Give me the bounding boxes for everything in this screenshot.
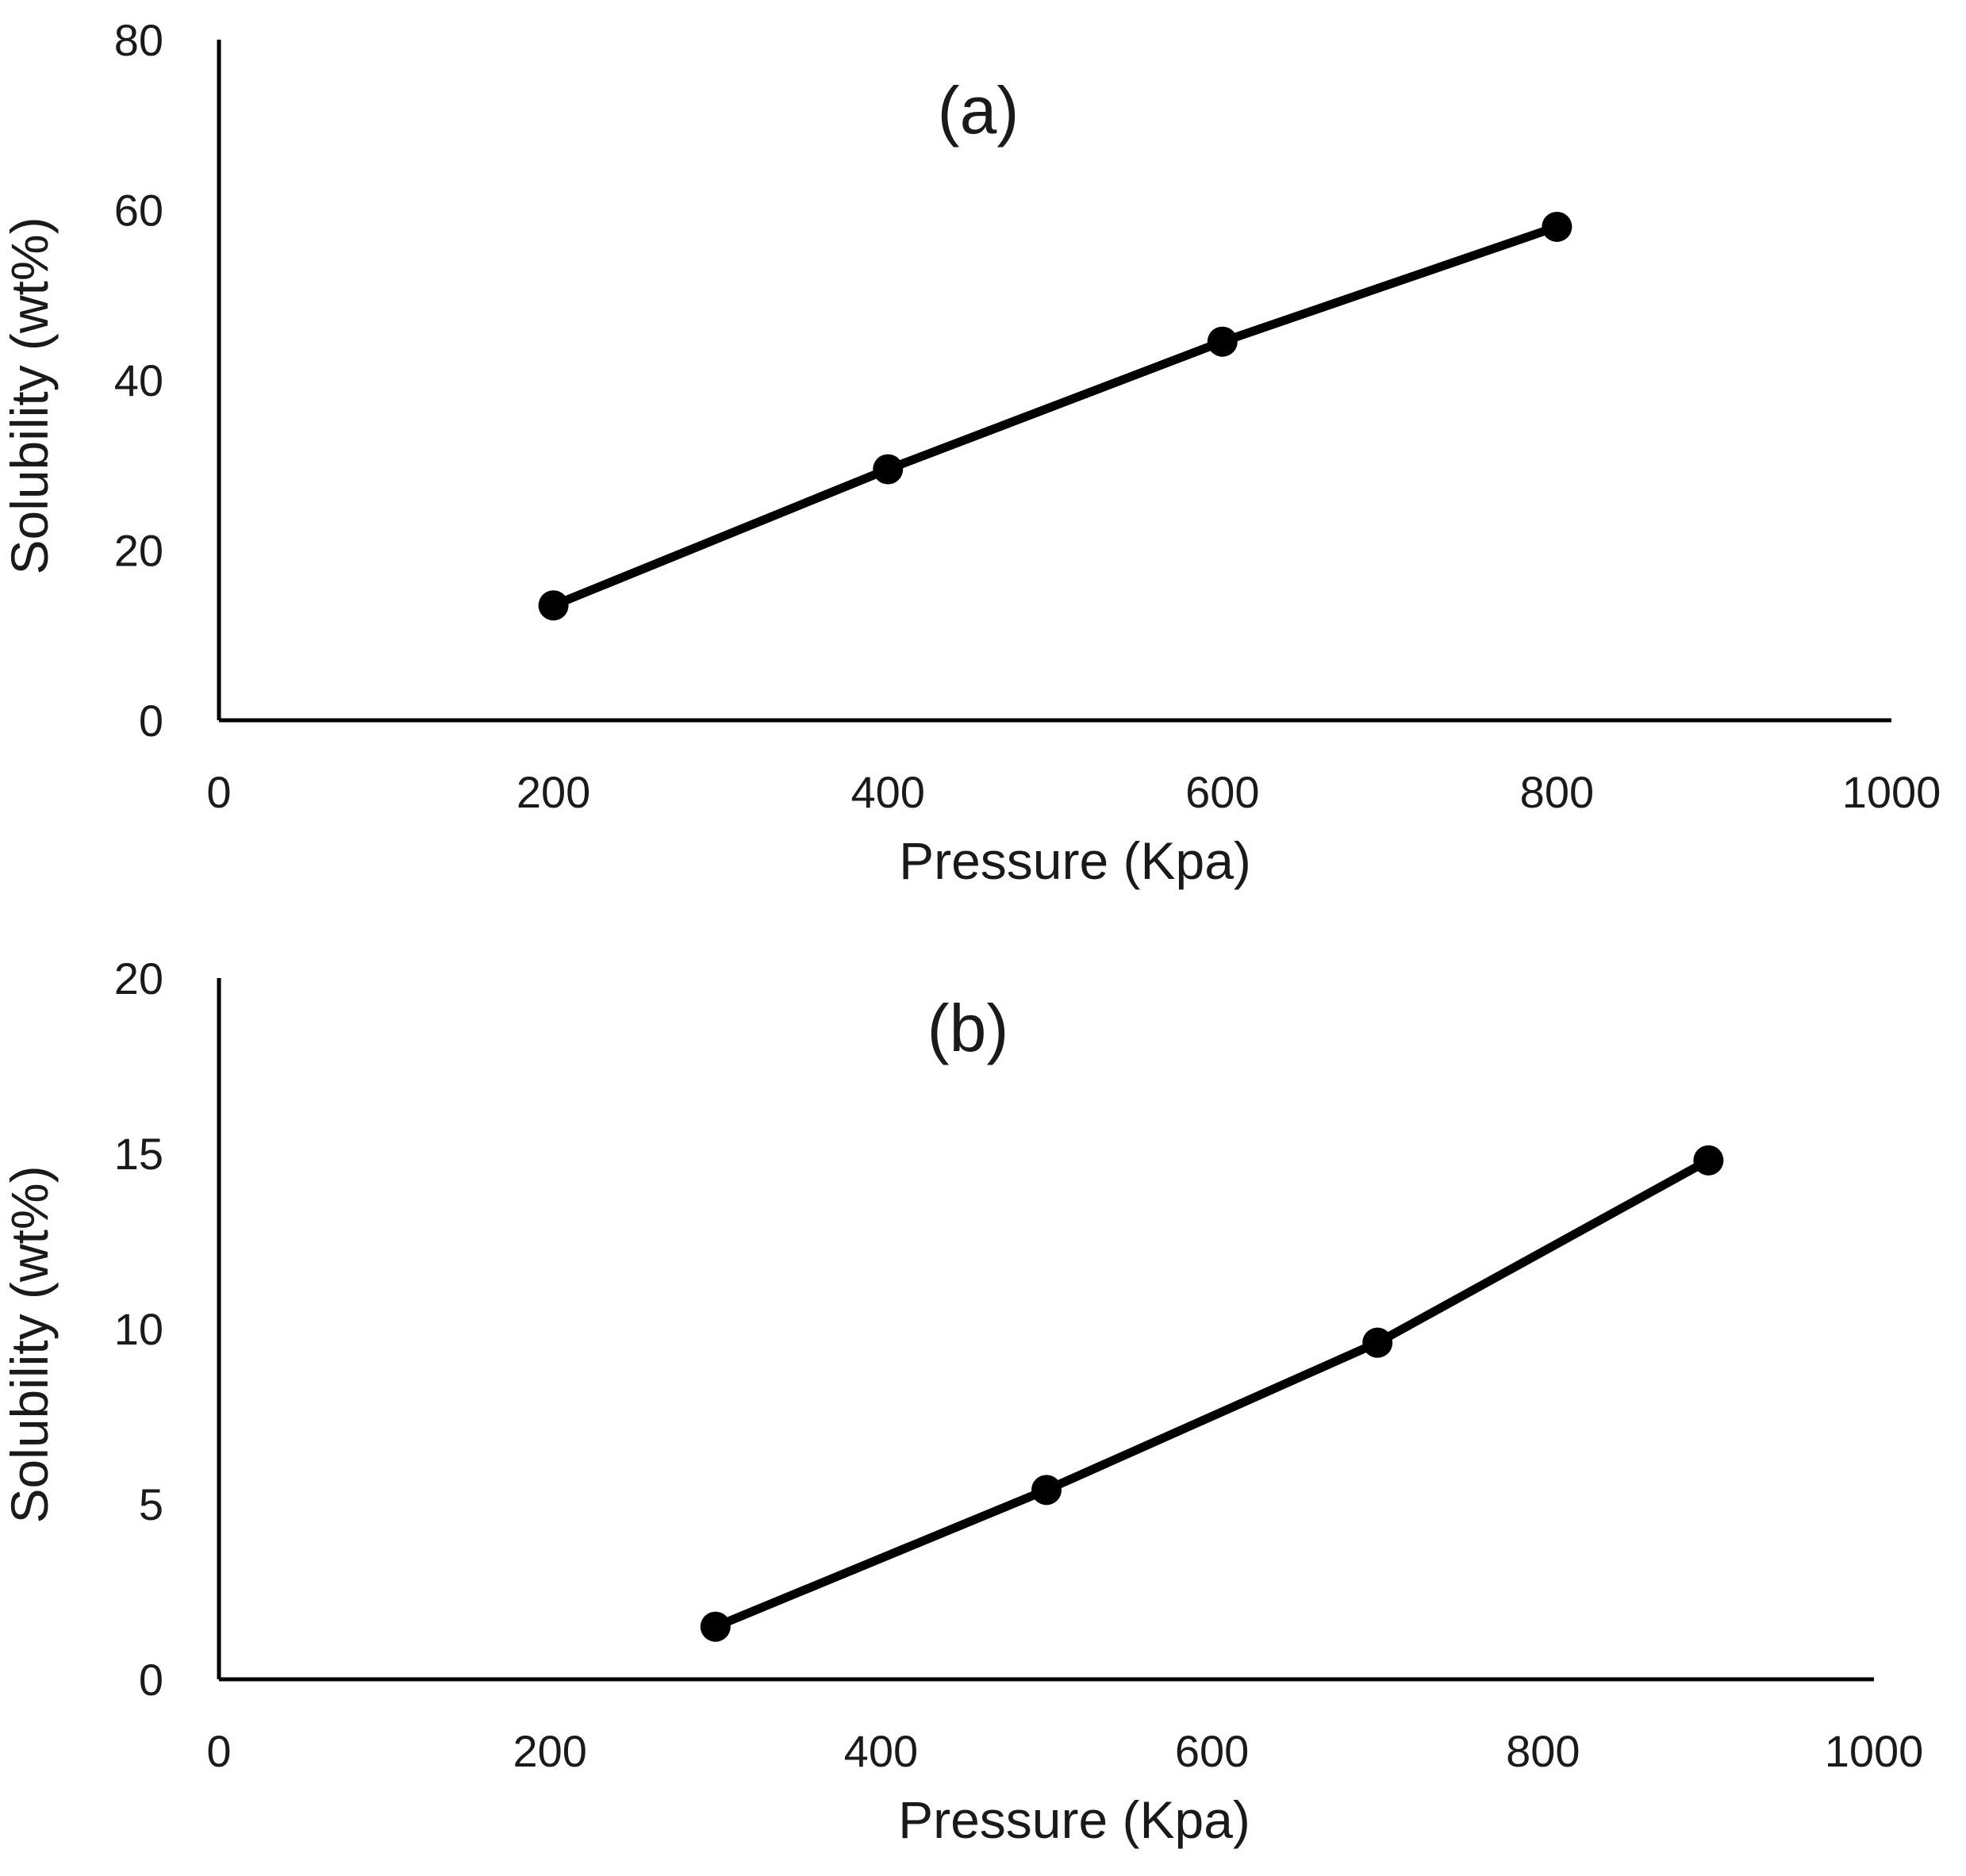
panel-label: (a) xyxy=(938,73,1019,148)
y-tick-labels-a: 0 20 40 60 80 xyxy=(114,15,163,746)
series-line xyxy=(549,222,1561,610)
y-tick-label: 0 xyxy=(139,1655,163,1705)
data-point xyxy=(1031,1475,1062,1506)
x-tick-labels-a: 0 200 400 600 800 1000 xyxy=(206,767,1941,817)
x-tick-labels-b: 0 200 400 600 800 1000 xyxy=(206,1726,1923,1776)
y-tick-label: 15 xyxy=(114,1129,163,1179)
x-axis-label: Pressure (Kpa) xyxy=(899,831,1251,890)
data-point xyxy=(1362,1327,1393,1358)
data-point xyxy=(873,454,904,485)
y-tick-label: 10 xyxy=(114,1304,163,1354)
y-axis-label: Solubility (wt%) xyxy=(0,217,59,574)
x-tick-label: 800 xyxy=(1520,767,1594,817)
y-tick-label: 40 xyxy=(114,355,163,405)
data-point xyxy=(1542,211,1572,242)
x-tick-label: 600 xyxy=(1185,767,1259,817)
data-point xyxy=(1693,1145,1724,1176)
y-tick-label: 20 xyxy=(114,953,163,1003)
data-point xyxy=(700,1611,731,1642)
data-point xyxy=(1207,326,1238,357)
panel-label: (b) xyxy=(927,991,1009,1065)
y-tick-label: 80 xyxy=(114,15,163,65)
x-tick-label: 600 xyxy=(1175,1726,1249,1776)
x-tick-label: 200 xyxy=(516,767,590,817)
y-tick-label: 0 xyxy=(139,696,163,746)
x-tick-label: 0 xyxy=(206,1726,231,1776)
x-tick-label: 400 xyxy=(851,767,924,817)
y-tick-label: 5 xyxy=(139,1479,163,1529)
chart-panel-b: 0 200 400 600 800 1000 0 5 10 15 20 Pres… xyxy=(0,953,1923,1849)
y-tick-label: 20 xyxy=(114,526,163,576)
x-tick-label: 0 xyxy=(206,767,231,817)
series-line xyxy=(711,1156,1713,1632)
x-tick-label: 1000 xyxy=(1842,767,1941,817)
data-point xyxy=(538,590,569,621)
y-axis-label: Solubility (wt%) xyxy=(0,1165,59,1523)
y-tick-label: 60 xyxy=(114,186,163,236)
chart-panel-a: 0 200 400 600 800 1000 0 20 40 60 80 Pre… xyxy=(0,15,1941,890)
x-tick-label: 400 xyxy=(844,1726,918,1776)
x-tick-label: 800 xyxy=(1506,1726,1580,1776)
x-axis-label: Pressure (Kpa) xyxy=(898,1790,1250,1849)
x-tick-label: 1000 xyxy=(1825,1726,1924,1776)
y-tick-labels-b: 0 5 10 15 20 xyxy=(114,953,163,1705)
x-tick-label: 200 xyxy=(513,1726,586,1776)
